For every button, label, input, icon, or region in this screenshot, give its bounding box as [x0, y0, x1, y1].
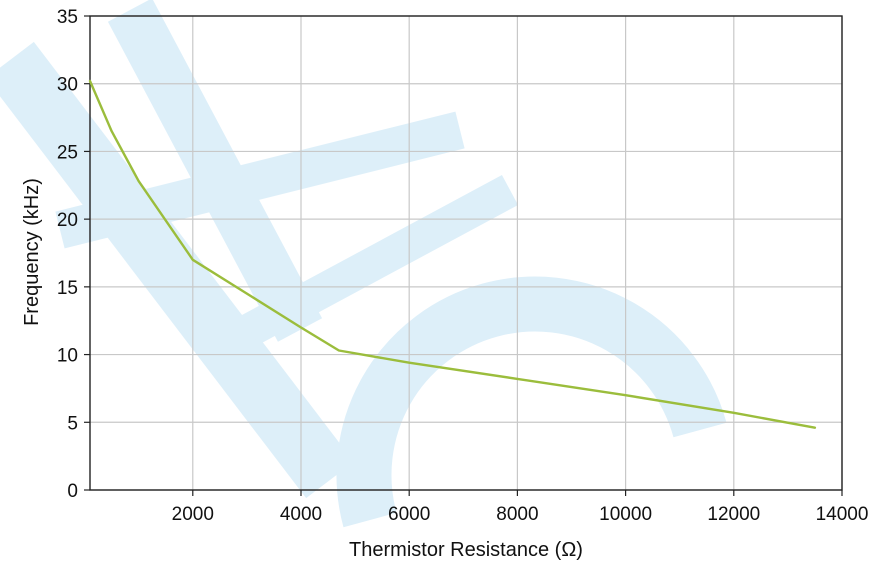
y-tick-label: 25	[57, 142, 78, 163]
y-axis-label: Frequency (kHz)	[21, 178, 43, 326]
watermark-logo	[0, 0, 727, 528]
y-tick-label: 30	[57, 75, 78, 96]
x-tick-label: 2000	[172, 504, 214, 525]
x-tick-label: 12000	[707, 504, 760, 525]
plot-frame	[89, 15, 843, 491]
x-tick-label: 8000	[496, 504, 538, 525]
series-line	[88, 79, 817, 429]
x-tick-label: 6000	[388, 504, 430, 525]
watermark-stroke-2	[107, 0, 323, 342]
y-tick-label: 5	[67, 413, 78, 434]
grid	[90, 15, 843, 491]
series-group	[88, 79, 817, 429]
y-axis-ticks: 0 5 10 15 20 25 30 35	[57, 7, 90, 502]
x-axis-label: Thermistor Resistance (Ω)	[349, 539, 583, 561]
watermark-stroke-4	[241, 175, 519, 345]
y-tick-label: 15	[57, 278, 78, 299]
watermark-stroke-3	[55, 111, 465, 249]
y-tick-label: 0	[67, 481, 78, 502]
watermark-stroke-1	[0, 41, 354, 499]
x-axis-ticks: 2000 4000 6000 8000 10000 12000 14000	[172, 490, 869, 525]
y-tick-label: 20	[57, 210, 78, 231]
y-tick-label: 10	[57, 346, 78, 367]
x-tick-label: 10000	[599, 504, 652, 525]
y-tick-label: 35	[57, 7, 78, 28]
x-tick-label: 14000	[816, 504, 869, 525]
watermark-arc	[336, 276, 727, 528]
x-tick-label: 4000	[280, 504, 322, 525]
